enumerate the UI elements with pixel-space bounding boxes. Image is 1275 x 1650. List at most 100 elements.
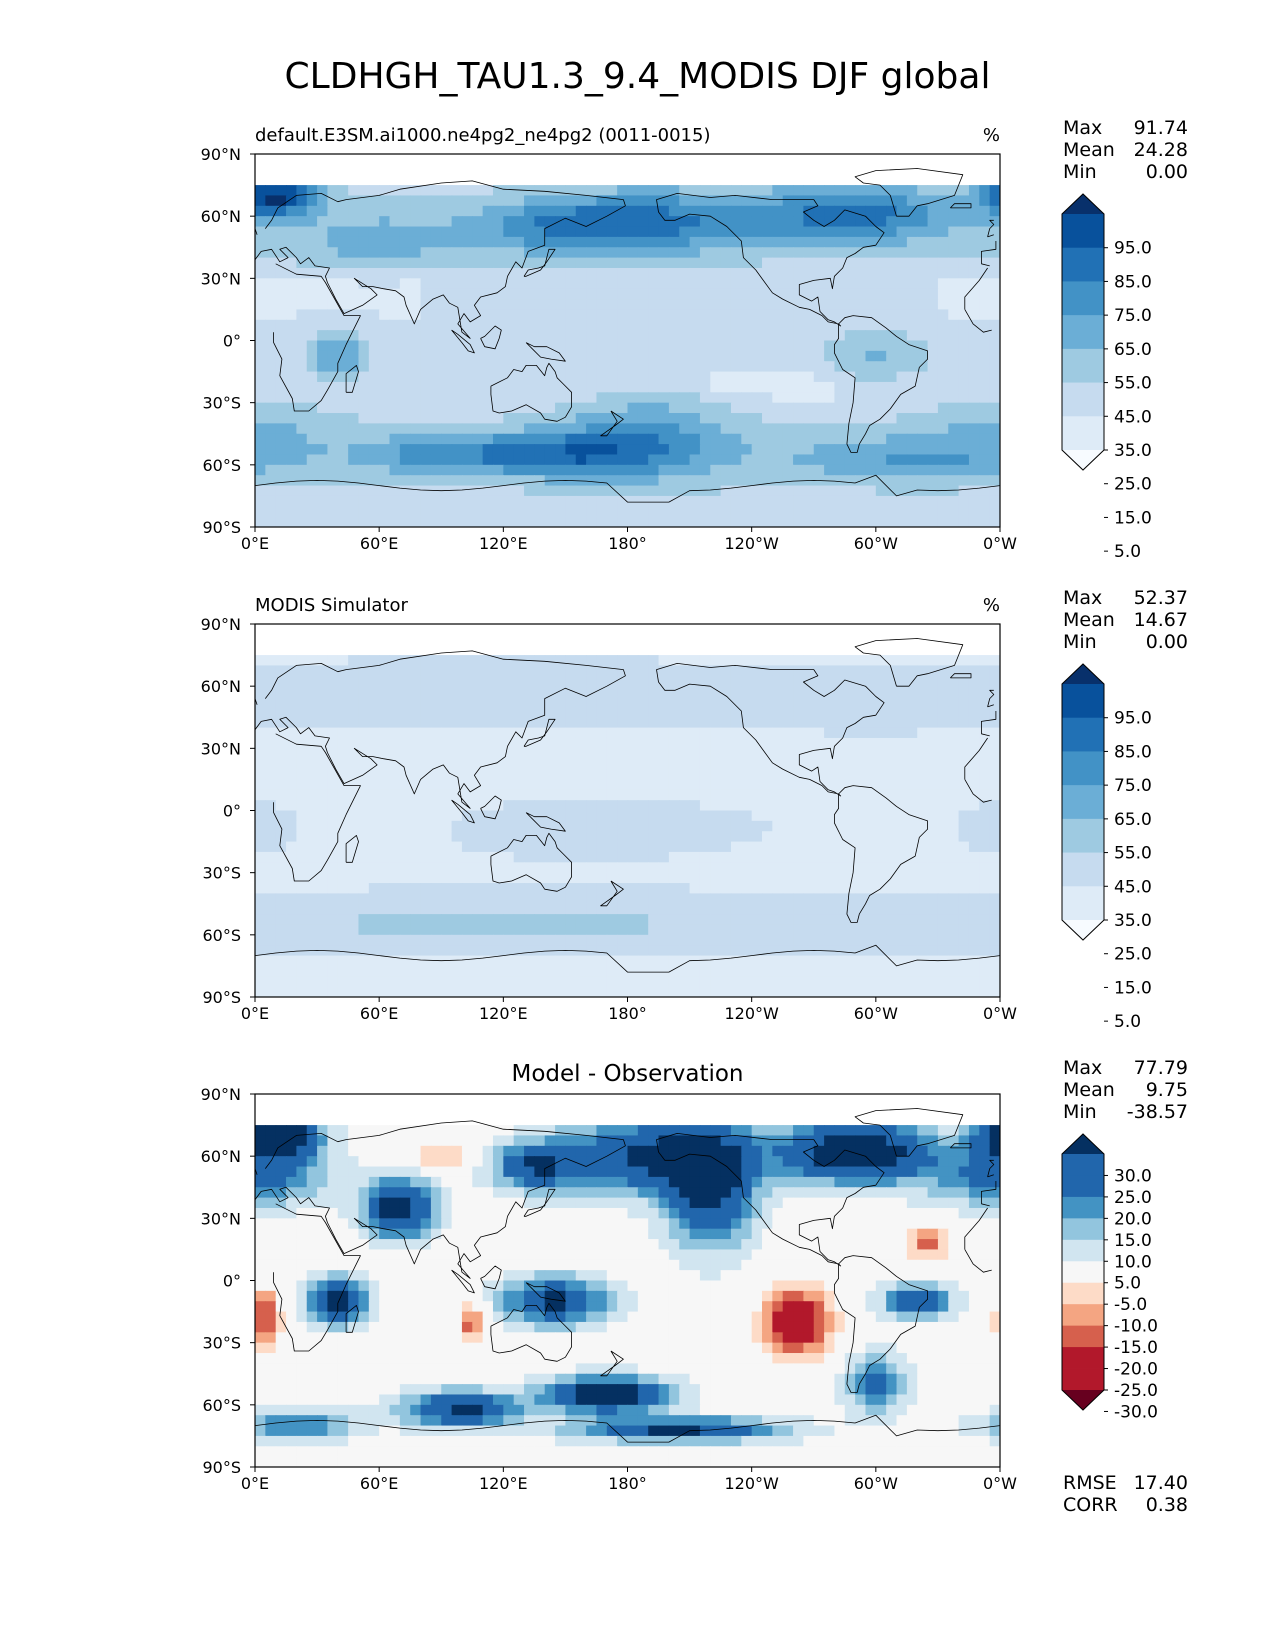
field-cell <box>275 779 287 791</box>
field-cell <box>306 309 318 321</box>
field-cell <box>968 665 980 677</box>
field-cell <box>441 205 453 217</box>
field-cell <box>389 506 401 518</box>
field-cell <box>565 278 577 290</box>
field-cell <box>575 965 587 977</box>
stat-value: 24.28 <box>1134 139 1188 161</box>
field-cell <box>834 696 846 708</box>
field-cell <box>265 299 277 311</box>
field-cell <box>306 506 318 518</box>
coastline <box>987 219 995 237</box>
field-cell <box>555 696 567 708</box>
field-cell <box>730 464 742 476</box>
field-cell <box>451 485 463 497</box>
y-tick-label: 30°N <box>201 739 241 758</box>
field-cell <box>720 516 732 527</box>
field-cell <box>730 506 742 518</box>
field-cell <box>306 330 318 342</box>
field-cell <box>979 267 991 279</box>
field-cell <box>575 924 587 936</box>
field-cell <box>286 883 297 894</box>
field-cell <box>699 758 711 770</box>
field-cell <box>420 789 432 801</box>
field-cell <box>451 655 463 667</box>
field-cell <box>327 965 339 977</box>
field-cell <box>368 758 380 770</box>
field-cell <box>430 810 442 822</box>
field-cell <box>503 454 515 466</box>
field-cell <box>410 934 422 946</box>
field-cell <box>306 706 318 718</box>
field-cell <box>762 402 773 414</box>
field-cell <box>844 216 856 228</box>
field-cell <box>286 810 297 822</box>
field-cell <box>730 216 742 228</box>
field-cell <box>720 381 732 393</box>
field-cell <box>762 267 773 279</box>
field-cell <box>730 862 742 874</box>
field-cell <box>720 340 732 352</box>
field-cell <box>917 851 929 863</box>
field-cell <box>627 789 639 801</box>
field-cell <box>741 665 753 677</box>
field-cell <box>803 402 815 414</box>
field-cell <box>317 1125 329 1137</box>
field-cell <box>555 1125 567 1137</box>
field-cell <box>337 727 349 739</box>
field-cell <box>296 267 308 279</box>
field-cell <box>451 779 463 791</box>
field-cell <box>482 257 494 269</box>
field-cell <box>793 278 805 290</box>
field-cell <box>886 696 898 708</box>
field-cell <box>627 464 639 476</box>
field-cell <box>368 216 380 228</box>
field-cell <box>472 361 484 373</box>
field-cell <box>492 769 504 781</box>
field-cell <box>348 976 360 988</box>
field-cell <box>492 506 504 518</box>
field-cell <box>482 402 494 414</box>
field-cell <box>865 278 877 290</box>
field-cell <box>389 686 401 698</box>
field-cell <box>492 516 504 527</box>
field-cell <box>306 278 318 290</box>
field-cell <box>751 934 763 946</box>
field-cell <box>658 464 670 476</box>
field-cell <box>461 433 473 445</box>
field-cell <box>544 247 556 259</box>
field-cell <box>989 965 1000 977</box>
field-cell <box>337 361 349 373</box>
field-cell <box>958 340 970 352</box>
field-cell <box>275 413 287 424</box>
field-cell <box>441 278 453 290</box>
field-cell <box>689 924 701 936</box>
field-cell <box>306 485 318 497</box>
field-cell <box>482 924 494 936</box>
field-cell <box>555 257 567 269</box>
field-cell <box>679 986 691 997</box>
field-cell <box>348 485 360 497</box>
field-cell <box>865 371 877 383</box>
field-cell <box>606 433 618 445</box>
field-cell <box>617 381 629 393</box>
field-cell <box>782 506 794 518</box>
field-cell <box>679 872 691 884</box>
field-cell <box>772 841 784 853</box>
field-cell <box>906 361 918 373</box>
field-cell <box>461 976 473 988</box>
field-cell <box>534 392 546 404</box>
field-cell <box>865 976 877 988</box>
field-cell <box>575 779 587 791</box>
field-cell <box>513 976 525 988</box>
field-cell <box>637 433 649 445</box>
field-cell <box>617 350 629 362</box>
field-cell <box>555 392 567 404</box>
field-cell <box>886 800 898 812</box>
field-cell <box>834 851 846 863</box>
field-cell <box>958 350 970 362</box>
field-cell <box>720 278 732 290</box>
field-cell <box>927 789 939 801</box>
field-cell <box>255 706 266 718</box>
field-cell <box>803 309 815 321</box>
field-cell <box>906 278 918 290</box>
